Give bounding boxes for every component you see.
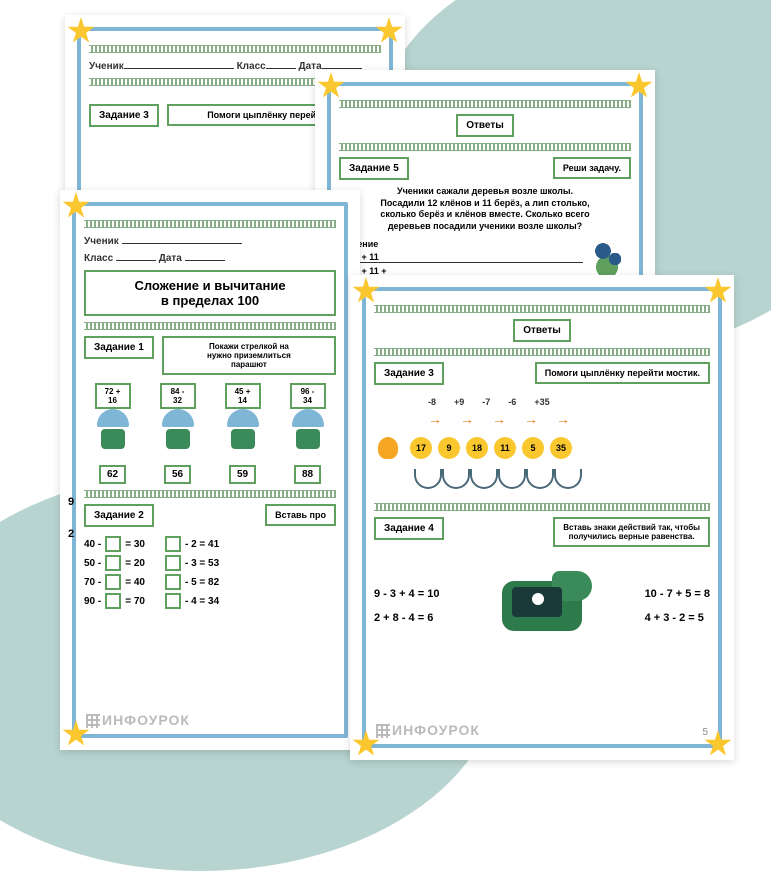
wavy-divider: [84, 490, 336, 498]
infourok-logo: ИНФОУРОК: [376, 722, 480, 738]
task-5-instruction: Реши задачу.: [553, 157, 631, 179]
story-line-2: Посадили 12 клёнов и 11 берёз, а лип сто…: [339, 198, 631, 210]
crocodile-icon: [482, 561, 602, 651]
parachute-row: 72 + 16 84 - 32 45 + 14 96 - 34: [84, 383, 336, 451]
date-label: Дата: [159, 253, 182, 264]
plant-decoration-icon: [591, 239, 631, 279]
answers-label: Ответы: [456, 114, 514, 137]
task-2-instruction: Вставь про: [265, 504, 336, 526]
equation-l2: 2 + 8 - 4 = 6: [374, 612, 439, 624]
parachute-expr-3: 45 + 14: [225, 383, 261, 409]
wavy-divider: [374, 305, 710, 313]
star-icon: [625, 72, 653, 100]
star-icon: [375, 17, 403, 45]
wavy-divider: [84, 220, 336, 228]
wavy-divider: [84, 322, 336, 330]
class-label: Класс: [237, 61, 266, 72]
star-icon: [352, 277, 380, 305]
equation-r2: 4 + 3 - 2 = 5: [645, 612, 710, 624]
target-box-2: 56: [164, 465, 191, 484]
star-icon: [704, 730, 732, 758]
solution-label: Решение: [339, 239, 583, 249]
task-1-label: Задание 1: [84, 336, 154, 359]
op-3: -7: [482, 397, 490, 407]
op-5: +35: [534, 397, 549, 407]
answers-label: Ответы: [513, 319, 571, 342]
circle-value-1: 17: [410, 437, 432, 459]
circle-value-5: 5: [522, 437, 544, 459]
target-box-3: 59: [229, 465, 256, 484]
story-line-1: Ученики сажали деревья возле школы.: [339, 186, 631, 198]
side-value-1: 9: [68, 496, 74, 508]
arrow-icon: →: [460, 411, 474, 427]
arrow-icon: →: [524, 411, 538, 427]
star-icon: [67, 17, 95, 45]
wavy-divider: [374, 503, 710, 511]
worksheet-page-answers-2: Ответы Задание 3 Помоги цыплёнку перейти…: [350, 275, 734, 760]
equation-r1: 10 - 7 + 5 = 8: [645, 588, 710, 600]
parachute-expr-4: 96 - 34: [290, 383, 326, 409]
arrow-icon: →: [492, 411, 506, 427]
star-icon: [704, 277, 732, 305]
infourok-logo: ИНФОУРОК: [86, 712, 190, 728]
student-label: Ученик: [89, 61, 124, 72]
star-icon: [62, 192, 90, 220]
task-1-instruction: Покажи стрелкой на нужно приземлиться па…: [162, 336, 336, 375]
task-5-label: Задание 5: [339, 157, 409, 180]
class-label: Класс: [84, 253, 113, 264]
task-3-label: Задание 3: [374, 362, 444, 385]
task-3-label: Задание 3: [89, 104, 159, 127]
task-2-label: Задание 2: [84, 504, 154, 527]
parachute-expr-2: 84 - 32: [160, 383, 196, 409]
wavy-divider: [339, 143, 631, 151]
page-number: 5: [702, 727, 708, 738]
task-4-instruction: Вставь знаки действий так, чтобы получил…: [553, 517, 710, 547]
task-3-instruction: Помоги цыплёнку перейти мостик.: [535, 362, 710, 384]
task-4-label: Задание 4: [374, 517, 444, 540]
arrow-icon: →: [556, 411, 570, 427]
worksheet-title: Сложение и вычитание в пределах 100: [84, 270, 336, 316]
wavy-divider: [89, 45, 381, 53]
circle-value-3: 18: [466, 437, 488, 459]
op-4: -6: [508, 397, 516, 407]
circle-value-6: 35: [550, 437, 572, 459]
arrow-icon: →: [428, 411, 442, 427]
side-value-2: 2: [68, 528, 74, 540]
star-icon: [317, 72, 345, 100]
parachute-expr-1: 72 + 16: [95, 383, 131, 409]
student-label: Ученик: [84, 236, 119, 247]
circle-value-4: 11: [494, 437, 516, 459]
wavy-divider: [339, 100, 631, 108]
chick-icon: [374, 433, 404, 463]
op-1: -8: [428, 397, 436, 407]
op-2: +9: [454, 397, 464, 407]
target-box-4: 88: [294, 465, 321, 484]
wavy-divider: [374, 348, 710, 356]
equation-l1: 9 - 3 + 4 = 10: [374, 588, 439, 600]
worksheet-page-main: Ученик Класс Дата Сложение и вычитание в…: [60, 190, 360, 750]
story-line-3: сколько берёз и клёнов вместе. Сколько в…: [339, 209, 631, 221]
story-line-4: деревьев посадили ученики возле школы?: [339, 221, 631, 233]
circle-value-2: 9: [438, 437, 460, 459]
target-box-1: 62: [99, 465, 126, 484]
bridge-icon: [414, 469, 710, 489]
